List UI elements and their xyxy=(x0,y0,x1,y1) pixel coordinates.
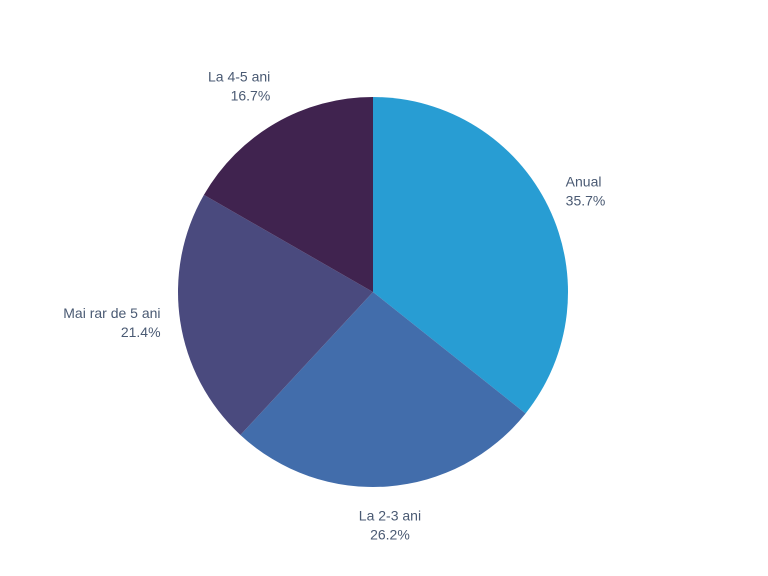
pie-slice-la-2-3-ani xyxy=(240,292,526,488)
pie-label-category: Anual xyxy=(566,173,602,189)
pie-label-value: 26.2% xyxy=(370,526,410,542)
pie-label-value: 35.7% xyxy=(566,192,606,208)
pie-label-category: La 4-5 ani xyxy=(208,68,270,84)
pie-label-mai-rar-de-5-ani: Mai rar de 5 ani 21.4% xyxy=(63,305,160,340)
pie-slice-anual xyxy=(373,97,569,414)
pie-label-category: Mai rar de 5 ani xyxy=(63,305,160,321)
pie-slice-la-4-5-ani xyxy=(203,97,373,292)
pie-label-category: La 2-3 ani xyxy=(359,507,421,523)
pie-labels: Anual 35.7% La 2-3 ani 26.2% Mai rar de 5 an… xyxy=(63,68,605,542)
pie-label-la-2-3-ani: La 2-3 ani 26.2% xyxy=(359,507,421,542)
pie-label-anual: Anual 35.7% xyxy=(566,173,606,208)
pie-label-value: 16.7% xyxy=(231,87,271,103)
pie-slice-mai-rar-de-5-ani xyxy=(177,194,373,435)
pie-label-la-4-5-ani: La 4-5 ani 16.7% xyxy=(208,68,270,103)
pie-slices xyxy=(177,97,569,488)
pie-label-value: 21.4% xyxy=(121,324,161,340)
